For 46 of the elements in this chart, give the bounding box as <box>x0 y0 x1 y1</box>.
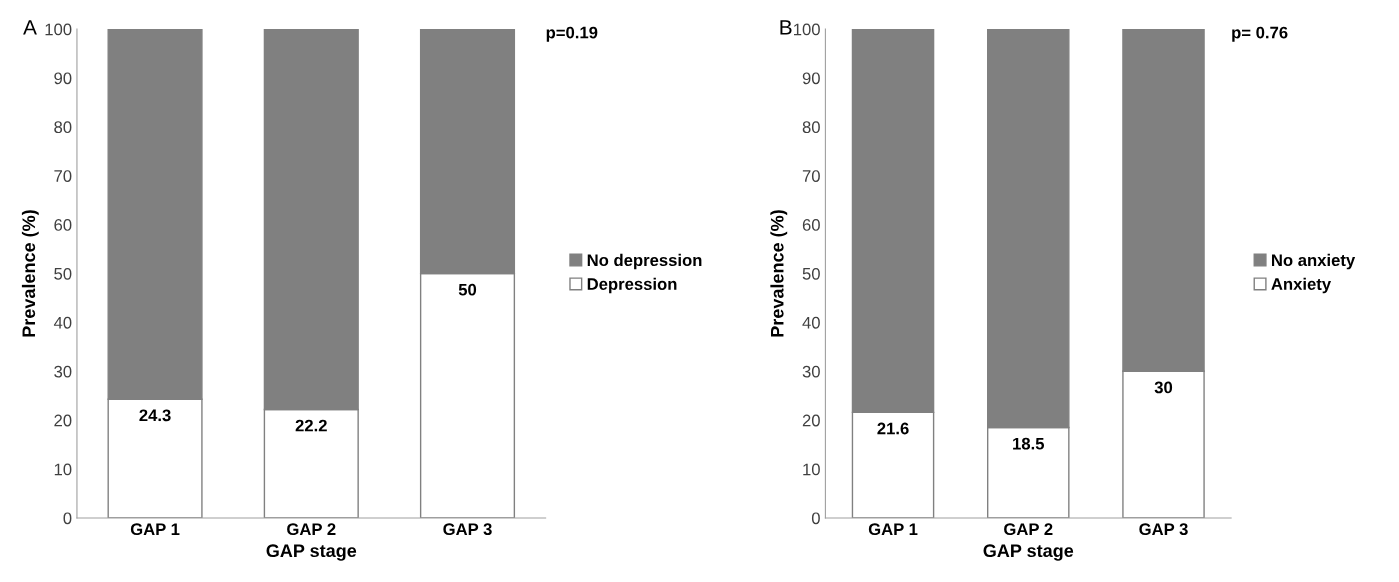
chart-title: A <box>23 20 37 35</box>
x-tick-label: GAP 2 <box>287 523 336 536</box>
y-tick-label: 60 <box>54 219 72 231</box>
y-tick-label: 50 <box>54 267 72 280</box>
legend-label: Depression <box>587 277 677 294</box>
y-tick-label: 20 <box>54 414 72 427</box>
y-axis-title: Prevalence (%) <box>21 210 39 337</box>
y-tick-label: 40 <box>802 316 820 329</box>
x-tick-label: GAP 3 <box>443 523 492 536</box>
data-label: 21.6 <box>877 422 909 435</box>
legend-label: No anxiety <box>1272 253 1356 270</box>
y-tick-label: 80 <box>802 121 820 134</box>
x-axis-title: GAP stage <box>983 544 1074 561</box>
data-label: 30 <box>1154 381 1173 394</box>
x-tick-label: GAP 1 <box>868 523 918 536</box>
y-tick-label: 30 <box>802 365 820 378</box>
chart-title: B <box>780 20 792 35</box>
y-tick-label: 60 <box>802 219 820 231</box>
y-axis-title: Prevalence (%) <box>770 210 788 337</box>
y-tick-label: 0 <box>811 512 820 525</box>
y-tick-label: 80 <box>54 121 72 134</box>
x-tick-label: GAP 3 <box>1139 523 1188 536</box>
y-tick-label: 70 <box>802 170 820 182</box>
legend-label: No depression <box>587 253 702 270</box>
x-tick-label: GAP 1 <box>130 523 180 536</box>
data-label: 24.3 <box>139 409 171 422</box>
y-tick-label: 40 <box>53 316 72 329</box>
y-tick-label: 30 <box>54 365 72 378</box>
y-tick-label: 90 <box>54 72 72 85</box>
legend-label: Anxiety <box>1271 277 1332 294</box>
x-axis-title: GAP stage <box>266 544 357 561</box>
text: p=0.19 <box>546 26 598 42</box>
data-label: 50 <box>458 283 477 296</box>
y-tick-label: 10 <box>803 463 820 476</box>
y-tick-label: 0 <box>63 512 72 525</box>
y-tick-label: 70 <box>54 170 72 182</box>
text: p= 0.76 <box>1232 26 1288 42</box>
x-tick-label: GAP 2 <box>1004 523 1053 536</box>
data-label: 22.2 <box>295 419 327 432</box>
y-tick-label: 10 <box>54 463 72 476</box>
y-tick-label: 100 <box>794 23 820 36</box>
y-tick-label: 100 <box>45 23 72 36</box>
y-tick-label: 20 <box>802 414 820 427</box>
data-label: 18.5 <box>1013 437 1045 450</box>
y-tick-label: 50 <box>802 267 820 280</box>
y-tick-label: 90 <box>802 72 820 85</box>
